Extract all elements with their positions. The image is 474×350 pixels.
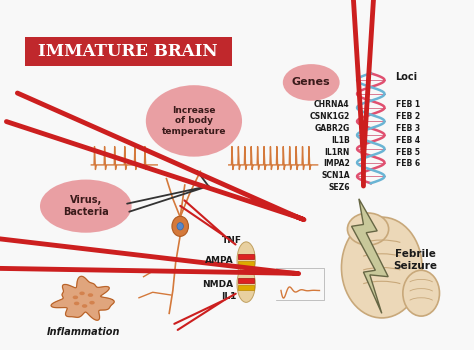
FancyBboxPatch shape	[238, 254, 255, 259]
Ellipse shape	[40, 180, 132, 233]
Ellipse shape	[283, 64, 340, 101]
Text: IL1: IL1	[221, 292, 237, 301]
Text: IL1RN: IL1RN	[324, 148, 350, 156]
Polygon shape	[352, 199, 388, 313]
Text: Virus,
Bacteria: Virus, Bacteria	[63, 195, 109, 217]
Ellipse shape	[73, 295, 78, 299]
Text: Genes: Genes	[292, 77, 330, 88]
Text: FEB 6: FEB 6	[395, 160, 419, 168]
Text: IMPA2: IMPA2	[323, 160, 350, 168]
Text: Loci: Loci	[395, 72, 418, 82]
Text: FEB 2: FEB 2	[395, 112, 419, 121]
Text: FEB 3: FEB 3	[395, 124, 419, 133]
Ellipse shape	[347, 213, 389, 245]
Text: NMDA: NMDA	[202, 280, 233, 288]
Text: FEB 1: FEB 1	[395, 100, 419, 109]
Text: Febrile
Seizure: Febrile Seizure	[394, 250, 438, 271]
Polygon shape	[51, 276, 114, 320]
Text: GABR2G: GABR2G	[314, 124, 350, 133]
Ellipse shape	[172, 216, 189, 236]
FancyBboxPatch shape	[238, 278, 255, 283]
Ellipse shape	[237, 242, 255, 279]
Ellipse shape	[89, 301, 95, 304]
FancyBboxPatch shape	[238, 261, 255, 267]
Text: FEB 4: FEB 4	[395, 136, 419, 145]
Ellipse shape	[88, 293, 93, 297]
Text: TNF: TNF	[221, 236, 241, 245]
Text: SCN1A: SCN1A	[321, 172, 350, 180]
Ellipse shape	[146, 85, 242, 157]
Ellipse shape	[237, 266, 255, 302]
Text: SEZ6: SEZ6	[328, 183, 350, 192]
Text: CHRNA4: CHRNA4	[314, 100, 350, 109]
FancyBboxPatch shape	[238, 285, 255, 290]
Ellipse shape	[82, 304, 87, 308]
Text: Inflammation: Inflammation	[47, 327, 121, 337]
Text: IMMATURE BRAIN: IMMATURE BRAIN	[38, 43, 218, 60]
Text: FEB 5: FEB 5	[395, 148, 419, 156]
FancyBboxPatch shape	[25, 37, 231, 66]
Ellipse shape	[177, 223, 183, 230]
Ellipse shape	[74, 302, 79, 305]
Text: CSNK1G2: CSNK1G2	[310, 112, 350, 121]
Ellipse shape	[79, 292, 85, 295]
Ellipse shape	[341, 217, 422, 318]
Text: AMPA: AMPA	[205, 256, 233, 265]
Text: IL1B: IL1B	[331, 136, 350, 145]
Text: Increase
of body
temperature: Increase of body temperature	[162, 106, 226, 136]
Ellipse shape	[403, 270, 439, 316]
